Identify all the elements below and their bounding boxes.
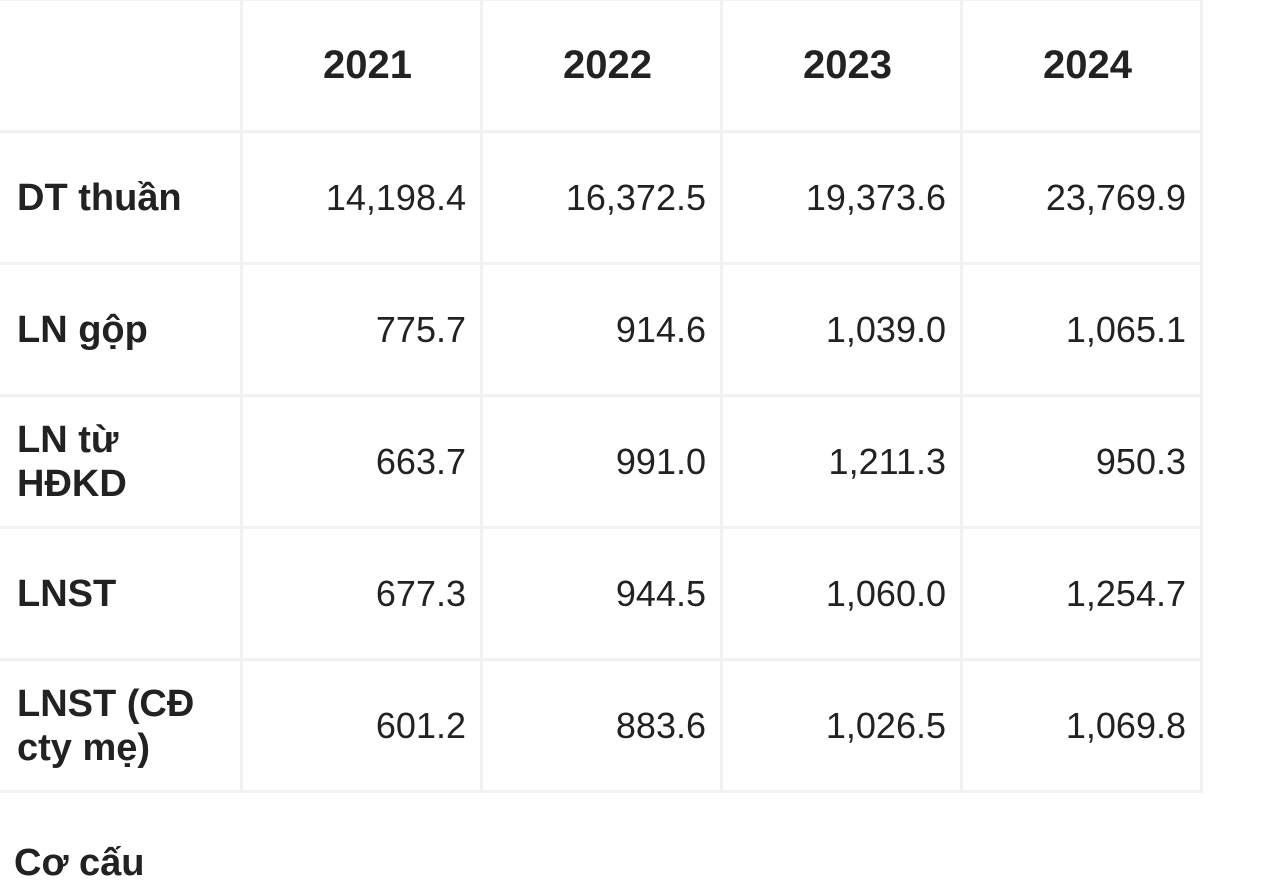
table-cell: 991.0 — [480, 394, 723, 529]
table-cell: 1,069.8 — [960, 658, 1203, 793]
table-row: LN từ HĐKD 663.7 991.0 1,211.3 950.3 — [0, 394, 1203, 529]
table-cell: 775.7 — [240, 262, 483, 397]
table-row: LNST (CĐ cty mẹ) 601.2 883.6 1,026.5 1,069.8 — [0, 658, 1203, 793]
following-heading: Cơ cấu — [14, 842, 145, 884]
header-empty — [0, 0, 243, 133]
header-row: 2021 2022 2023 2024 — [0, 0, 1203, 133]
table-cell: 1,254.7 — [960, 526, 1203, 661]
table-cell: 663.7 — [240, 394, 483, 529]
header-year: 2022 — [480, 0, 723, 133]
row-label: LN từ HĐKD — [0, 394, 243, 529]
table-row: LN gộp 775.7 914.6 1,039.0 1,065.1 — [0, 262, 1203, 397]
table-row: DT thuần 14,198.4 16,372.5 19,373.6 23,769.9 — [0, 130, 1203, 265]
table-cell: 1,060.0 — [720, 526, 963, 661]
financial-table: 2021 2022 2023 2024 DT thuần 14,198.4 16,3… — [0, 0, 1203, 793]
table-cell: 1,211.3 — [720, 394, 963, 529]
table-cell: 944.5 — [480, 526, 723, 661]
row-label: LNST (CĐ cty mẹ) — [0, 658, 243, 793]
header-year: 2024 — [960, 0, 1203, 133]
table-cell: 1,065.1 — [960, 262, 1203, 397]
header-year: 2021 — [240, 0, 483, 133]
table-row: LNST 677.3 944.5 1,060.0 1,254.7 — [0, 526, 1203, 661]
row-label: LNST — [0, 526, 243, 661]
table-cell: 1,026.5 — [720, 658, 963, 793]
table-cell: 1,039.0 — [720, 262, 963, 397]
table-cell: 677.3 — [240, 526, 483, 661]
table-cell: 601.2 — [240, 658, 483, 793]
header-year: 2023 — [720, 0, 963, 133]
row-label: LN gộp — [0, 262, 243, 397]
row-label: DT thuần — [0, 130, 243, 265]
table-cell: 16,372.5 — [480, 130, 723, 265]
table-cell: 883.6 — [480, 658, 723, 793]
table-cell: 950.3 — [960, 394, 1203, 529]
table-cell: 14,198.4 — [240, 130, 483, 265]
table-cell: 914.6 — [480, 262, 723, 397]
table-cell: 19,373.6 — [720, 130, 963, 265]
table-cell: 23,769.9 — [960, 130, 1203, 265]
